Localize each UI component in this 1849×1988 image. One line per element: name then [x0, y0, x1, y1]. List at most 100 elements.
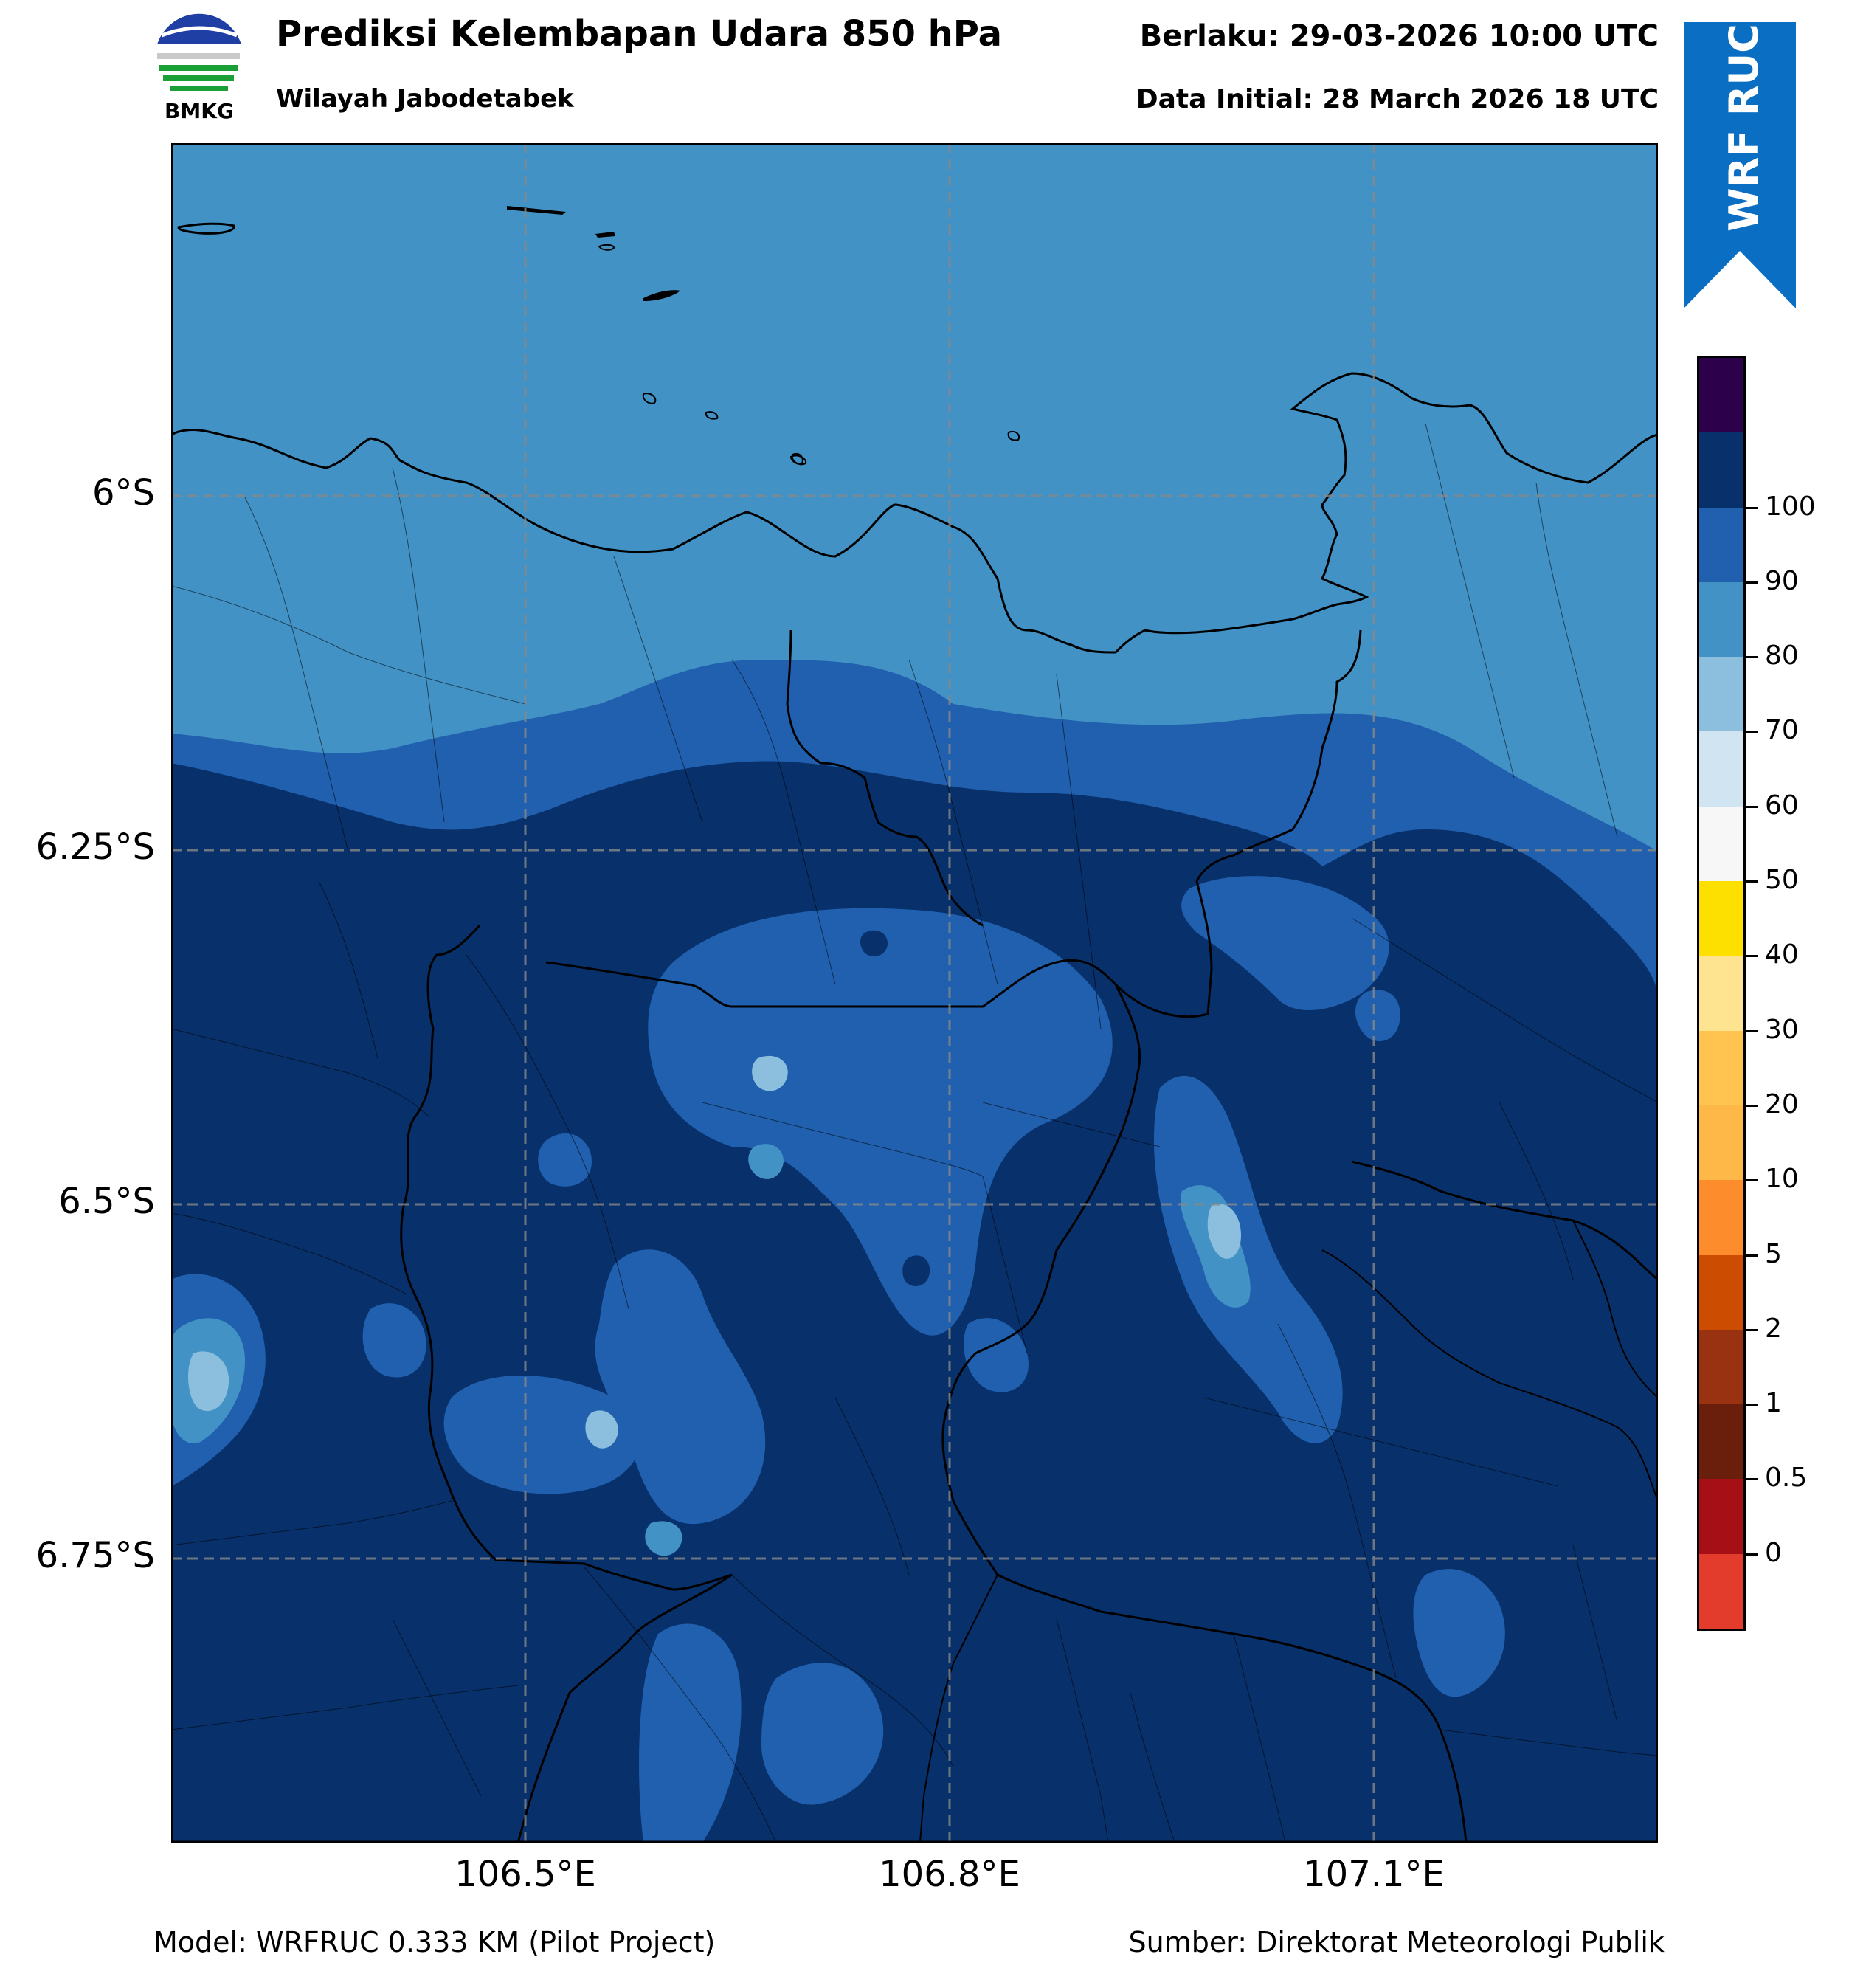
- colorbar: [1697, 356, 1746, 1631]
- bmkg-logo: BMKG: [151, 6, 247, 124]
- patch-80-90-s1: [639, 1623, 742, 1843]
- patch-60-70-a: [1207, 1204, 1241, 1259]
- lon-label-106-8e: 106.8°E: [879, 1854, 1020, 1895]
- colorbar-tick: [1746, 1404, 1758, 1407]
- colorbar-segment: [1699, 1254, 1743, 1330]
- island-9: [1007, 431, 1020, 441]
- patch-80-90-bubble1: [538, 1133, 592, 1187]
- colorbar-label: 20: [1765, 1088, 1799, 1119]
- patch-80-90-sw2: [443, 1376, 641, 1494]
- province-boundary-jakarta-west: [786, 629, 984, 927]
- colorbar-label: 100: [1765, 491, 1816, 522]
- patch-70-80-c: [748, 1144, 784, 1179]
- colorbar-tick: [1746, 1029, 1758, 1032]
- colorbar-tick: [1746, 1328, 1758, 1331]
- patch-80-90-bubble3: [1355, 990, 1400, 1041]
- colorbar-tick: [1746, 1179, 1758, 1182]
- colorbar-segment: [1699, 731, 1743, 807]
- colorbar-tick: [1746, 1478, 1758, 1481]
- patch-60-70-b: [188, 1351, 229, 1412]
- patch-80-90-s2: [761, 1663, 884, 1805]
- regency-boundary-1: [1321, 1249, 1658, 1502]
- patch-80-90-east2: [1181, 876, 1389, 1010]
- colorbar-segment: [1699, 1179, 1743, 1255]
- province-boundary-east: [1351, 1160, 1658, 1281]
- ribbon-text: WRF RUC: [1721, 24, 1767, 232]
- island-8: [791, 453, 803, 465]
- colorbar-tick: [1746, 656, 1758, 659]
- patch-80-90-se: [1413, 1569, 1505, 1697]
- logo-text: BMKG: [165, 99, 234, 123]
- colorbar-tick: [1746, 506, 1758, 509]
- colorbar-segment: [1699, 656, 1743, 732]
- colorbar-segment: [1699, 1404, 1743, 1480]
- colorbar-label: 80: [1765, 641, 1799, 672]
- wrf-ruc-ribbon: WRF RUC: [1684, 22, 1796, 308]
- colorbar-tick: [1746, 581, 1758, 584]
- district-boundaries: [171, 423, 1658, 1843]
- colorbar-tick: [1746, 955, 1758, 958]
- colorbar-segment: [1699, 581, 1743, 658]
- island-5: [643, 290, 680, 301]
- province-boundary-jakarta-south: [545, 629, 1362, 1018]
- initial-time: Data Initial: 28 March 2026 18 UTC: [1136, 84, 1659, 114]
- island-3: [595, 232, 615, 238]
- colorbar-label: 10: [1765, 1164, 1799, 1195]
- colorbar-tick: [1746, 805, 1758, 808]
- valid-time: Berlaku: 29-03-2026 10:00 UTC: [1139, 19, 1659, 53]
- island-1: [177, 222, 235, 235]
- colorbar-label: 60: [1765, 790, 1799, 821]
- province-boundary-bekasi: [941, 984, 1468, 1843]
- colorbar-label: 0.5: [1765, 1463, 1808, 1494]
- colorbar-segment: [1699, 507, 1743, 582]
- hole-90-100-b: [860, 930, 888, 956]
- patch-80-90-sw: [595, 1249, 766, 1525]
- lat-label-6-25s: 6.25°S: [35, 826, 155, 868]
- patch-80-90-west2: [362, 1303, 426, 1378]
- footer-model: Model: WRFRUC 0.333 KM (Pilot Project): [153, 1926, 716, 1958]
- lat-label-6-5s: 6.5°S: [58, 1181, 155, 1222]
- lon-label-107-1e: 107.1°E: [1303, 1854, 1445, 1895]
- colorbar-tick: [1746, 1104, 1758, 1107]
- province-boundary-banten: [400, 924, 733, 1843]
- patch-70-80-d: [645, 1521, 682, 1556]
- colorbar-segment: [1699, 1553, 1743, 1629]
- island-4: [598, 244, 615, 251]
- patch-80-90-east: [1153, 1075, 1343, 1443]
- colorbar-tick: [1746, 1254, 1758, 1257]
- colorbar-segment: [1699, 432, 1743, 508]
- island-7: [705, 411, 719, 420]
- colorbar-segment: [1699, 1105, 1743, 1181]
- island-6: [642, 393, 657, 404]
- patch-60-70-d: [752, 1055, 788, 1091]
- colorbar-segment: [1699, 955, 1743, 1031]
- colorbar-label: 40: [1765, 939, 1799, 970]
- footer-source: Sumber: Direktorat Meteorologi Publik: [1128, 1926, 1665, 1958]
- colorbar-label: 1: [1765, 1388, 1782, 1419]
- coastline: [171, 372, 1658, 654]
- colorbar-tick: [1746, 1553, 1758, 1556]
- lon-label-106-5e: 106.5°E: [455, 1854, 596, 1895]
- colorbar-segment: [1699, 357, 1743, 433]
- colorbar-tick: [1746, 731, 1758, 734]
- colorbar-tick: [1746, 880, 1758, 883]
- colorbar-label: 70: [1765, 715, 1799, 746]
- humidity-map: [170, 142, 1659, 1843]
- patch-80-90-center: [648, 908, 1113, 1336]
- regency-boundary-2: [919, 1574, 998, 1843]
- island-10: [789, 455, 807, 466]
- colorbar-label: 2: [1765, 1313, 1782, 1344]
- colorbar-segment: [1699, 880, 1743, 956]
- colorbar-label: 30: [1765, 1014, 1799, 1045]
- colorbar-label: 5: [1765, 1238, 1782, 1269]
- island-2: [507, 206, 566, 215]
- colorbar-segment: [1699, 1478, 1743, 1554]
- colorbar-label: 90: [1765, 565, 1799, 596]
- colorbar-label: 0: [1765, 1537, 1782, 1568]
- lat-label-6-75s: 6.75°S: [35, 1535, 155, 1576]
- regency-boundary-3: [1572, 1220, 1658, 1398]
- hole-90-100-a: [902, 1255, 930, 1287]
- lat-label-6s: 6°S: [91, 472, 155, 514]
- colorbar-segment: [1699, 1030, 1743, 1105]
- colorbar-label: 50: [1765, 865, 1799, 896]
